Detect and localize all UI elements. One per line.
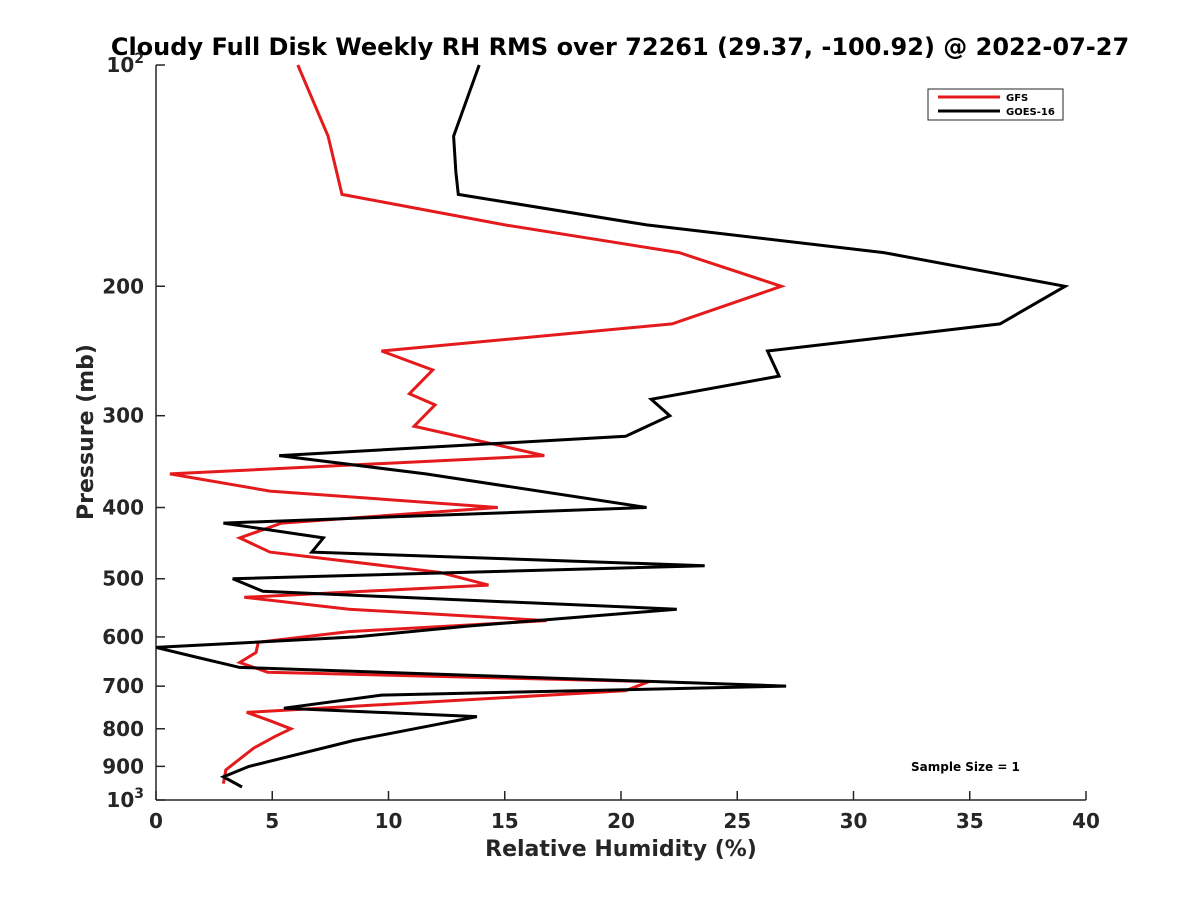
y-tick-label: 700 xyxy=(102,674,144,698)
y-tick-label: 600 xyxy=(102,625,144,649)
x-tick-label: 5 xyxy=(265,809,279,833)
y-ticks: 102 200 300 400 500 600 700 800 900 103 xyxy=(102,51,165,812)
y-tick-label: 102 xyxy=(106,51,144,77)
x-tick-label: 35 xyxy=(956,809,984,833)
y-tick-label: 300 xyxy=(102,404,144,428)
x-tick-label: 10 xyxy=(375,809,403,833)
y-tick-label: 200 xyxy=(102,274,144,298)
x-tick-label: 20 xyxy=(607,809,635,833)
legend-label-goes16: GOES-16 xyxy=(1006,107,1055,118)
sample-size-annotation: Sample Size = 1 xyxy=(911,760,1020,774)
x-tick-label: 30 xyxy=(840,809,868,833)
x-ticks: 0 5 10 15 20 25 30 35 40 xyxy=(149,791,1100,833)
x-axis-label: Relative Humidity (%) xyxy=(485,837,757,862)
legend-label-gfs: GFS xyxy=(1006,93,1028,104)
legend-box xyxy=(927,88,1064,121)
x-tick-label: 15 xyxy=(491,809,519,833)
y-axis-label: Pressure (mb) xyxy=(74,344,99,520)
chart-title: Cloudy Full Disk Weekly RH RMS over 7226… xyxy=(111,33,1129,61)
x-tick-label: 40 xyxy=(1072,809,1100,833)
y-tick-label: 400 xyxy=(102,496,144,520)
x-tick-label: 25 xyxy=(723,809,751,833)
y-tick-label: 500 xyxy=(102,567,144,591)
y-tick-label: 900 xyxy=(102,754,144,778)
y-tick-label: 103 xyxy=(106,786,144,812)
series-line-goes16 xyxy=(155,64,1070,789)
legend: GFS GOES-16 xyxy=(927,88,1064,121)
x-tick-label: 0 xyxy=(149,809,163,833)
y-tick-label: 800 xyxy=(102,717,144,741)
series-lines xyxy=(155,64,1070,789)
